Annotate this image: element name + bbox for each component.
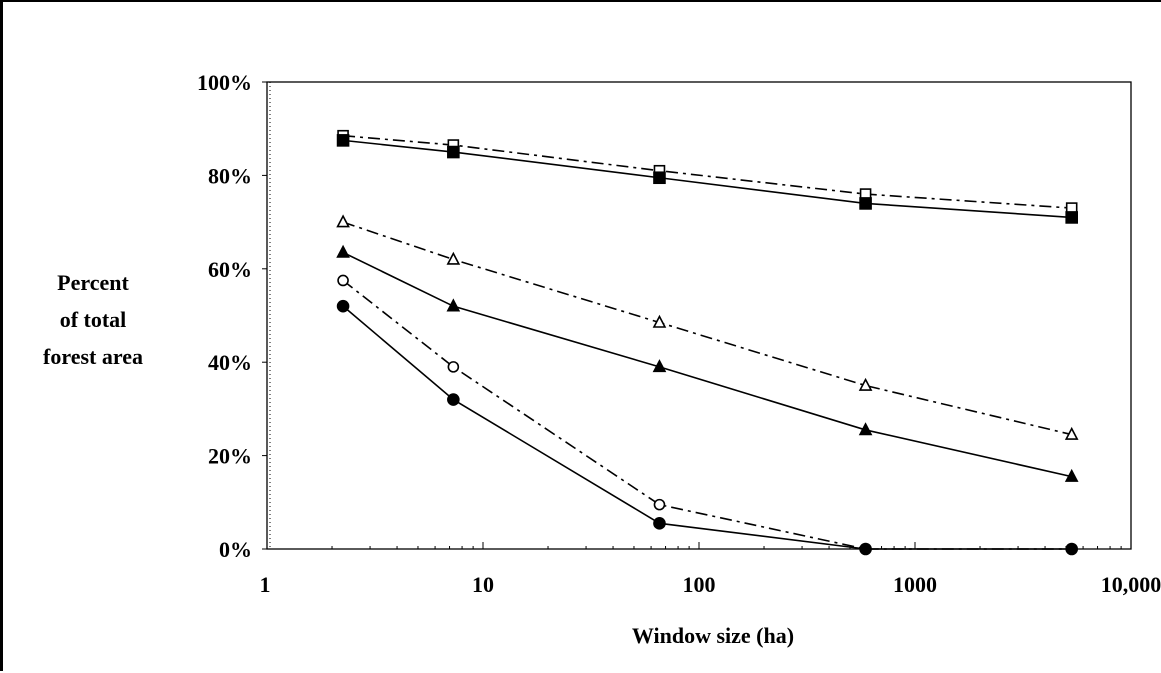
data-point-triangle: [652, 359, 667, 373]
data-point-triangle: [1064, 426, 1079, 440]
y-tick-label: 20%: [208, 444, 252, 469]
data-point-triangle: [1064, 468, 1079, 482]
data-point-triangle: [336, 244, 350, 258]
x-tick-label: 1000: [893, 572, 937, 597]
data-point-circle: [1065, 542, 1078, 556]
series-circle-open: [337, 274, 1078, 555]
x-tick-label: 100: [683, 572, 716, 597]
data-point-square: [336, 134, 350, 147]
y-tick-label: 0%: [219, 537, 252, 562]
y-axis-title-line: Percent: [57, 270, 129, 295]
y-tick-label: 40%: [208, 350, 252, 375]
data-point-circle: [337, 274, 349, 287]
data-point-square: [653, 171, 666, 185]
x-axis-title: Window size (ha): [632, 623, 794, 648]
y-tick-label: 100%: [197, 70, 252, 95]
data-point-square: [1065, 211, 1078, 224]
x-tick-label: 1: [260, 572, 271, 597]
data-point-triangle: [446, 251, 461, 265]
data-point-circle: [653, 517, 666, 530]
y-tick-label: 80%: [208, 163, 252, 188]
series-line: [342, 305, 1072, 550]
series-group: [336, 129, 1079, 556]
series-triangle-open: [336, 214, 1079, 440]
data-point-square: [859, 197, 872, 210]
data-point-circle: [859, 542, 872, 556]
line-chart: 1 10 100 1000 10,000 0% 20% 40% 60% 80% 100% Window…: [43, 70, 1161, 648]
labels: 1 10 100 1000 10,000 0% 20% 40% 60% 80% 100% Window…: [43, 70, 1161, 648]
data-point-triangle: [652, 314, 667, 328]
data-point-circle: [653, 498, 666, 511]
data-point-triangle: [336, 214, 350, 228]
data-point-triangle: [446, 298, 461, 312]
y-tick-label: 60%: [208, 257, 252, 282]
y-axis-title-line: of total: [60, 307, 127, 332]
data-point-circle: [336, 299, 350, 313]
x-tick-label: 10,000: [1101, 572, 1161, 597]
x-tick-label: 10: [472, 572, 494, 597]
series-square-filled: [336, 134, 1078, 224]
axes: [262, 81, 1132, 550]
data-point-circle: [447, 393, 460, 406]
y-axis-title-line: forest area: [43, 344, 143, 369]
data-point-square: [447, 145, 460, 159]
plot-area-border: [266, 81, 1132, 550]
series-triangle-filled: [336, 244, 1079, 482]
data-point-triangle: [858, 377, 873, 391]
data-point-triangle: [858, 422, 873, 436]
data-point-circle: [447, 361, 460, 373]
series-line: [342, 279, 1072, 550]
series-circle-filled: [336, 299, 1078, 556]
series-square-open: [337, 129, 1078, 214]
